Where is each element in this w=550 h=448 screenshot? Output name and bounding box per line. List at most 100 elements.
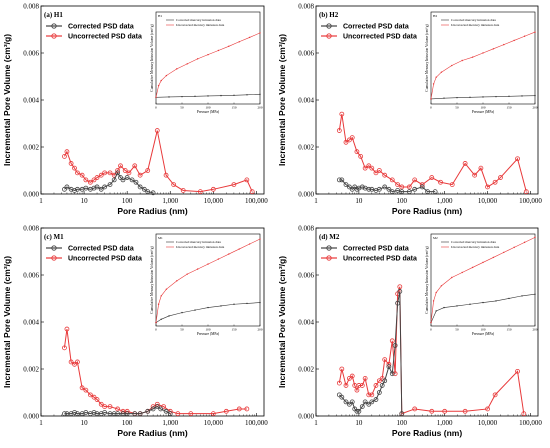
uncorrected-data-point	[485, 184, 490, 190]
inset-legend-label: Corrected mercury intrusion data	[451, 18, 496, 22]
uncorrected-data-point	[122, 168, 128, 173]
x-tick-label: 100,000	[245, 419, 268, 427]
corrected-data-point	[369, 186, 375, 192]
inset-corrected-point	[259, 301, 261, 304]
uncorrected-series-line	[338, 286, 525, 415]
inset-uncorrected-point	[503, 251, 505, 254]
uncorrected-data-point	[429, 408, 435, 414]
inset-uncorrected-point	[432, 83, 435, 85]
uncorrected-data-point	[397, 284, 403, 290]
inset-uncorrected-point	[248, 243, 251, 245]
uncorrected-data-point	[107, 404, 113, 410]
inset-corrected-point	[495, 95, 497, 98]
uncorrected-data-point	[362, 375, 368, 381]
x-tick-label: 10,000	[478, 419, 498, 427]
inset-uncorrected-point	[176, 280, 178, 282]
inset-uncorrected-point	[435, 291, 437, 294]
inset-corrected-point	[482, 96, 484, 98]
x-axis-title: Pore Radius (nm)	[117, 428, 188, 438]
inset-uncorrected-point	[440, 71, 443, 73]
uncorrected-data-point	[485, 406, 490, 412]
inset-label: M2	[433, 236, 438, 240]
corrected-data-point	[94, 184, 100, 190]
x-tick-label: 10,000	[204, 197, 224, 205]
x-tick-label: 10	[355, 197, 363, 205]
y-tick-label: 0.000	[23, 412, 39, 420]
uncorrected-data-point	[72, 165, 77, 171]
inset-corrected-point	[534, 94, 536, 97]
inset-uncorrected-point	[471, 266, 474, 269]
inset-x-tick-label: 200	[257, 106, 262, 110]
uncorrected-data-point	[91, 177, 97, 183]
uncorrected-data-point	[373, 383, 379, 388]
y-tick-label: 0.000	[298, 190, 314, 198]
inset-uncorrected-point	[259, 238, 261, 240]
inset-corrected-point	[246, 94, 248, 96]
corrected-data-point	[98, 186, 104, 192]
corrected-data-point	[167, 411, 173, 417]
uncorrected-data-point	[382, 172, 388, 178]
panel-label: (a) H1	[44, 11, 63, 19]
uncorrected-data-point	[83, 387, 89, 393]
inset-y-axis-title: Cumulative Mercury Intrusion Volume (cm³…	[150, 245, 154, 313]
inset-label: H2	[433, 14, 437, 18]
inset-legend-label: Corrected mercury intrusion data	[451, 240, 496, 244]
inset-x-tick-label: 50	[180, 328, 184, 332]
inset-corrected-point	[233, 303, 235, 305]
inset-uncorrected-point	[228, 253, 230, 255]
corrected-series-line	[64, 406, 171, 415]
legend-label: Uncorrected PSD data	[343, 256, 417, 263]
corrected-data-point	[366, 401, 372, 407]
corrected-data-point	[145, 408, 151, 414]
legend: Corrected PSD data Uncorrected PSD data	[321, 23, 417, 41]
inset-x-tick-label: 150	[506, 328, 511, 332]
inset-corrected-point	[259, 93, 261, 95]
inset-corrected-point	[207, 306, 209, 309]
x-tick-label: 10	[81, 419, 89, 427]
inset-corrected-line	[155, 302, 261, 323]
inset-uncorrected-point	[196, 268, 199, 270]
uncorrected-data-point	[210, 411, 216, 417]
inset-x-tick-label: 100	[480, 328, 485, 332]
inset-x-axis-title: Pressure (MPa)	[472, 110, 495, 114]
corrected-data-point	[91, 185, 97, 191]
uncorrected-data-point	[244, 177, 250, 183]
corrected-data-point	[379, 383, 385, 388]
y-tick-label: 0.002	[23, 365, 39, 373]
panel-3: 0.000 0.002 0.004 0.006 0.008 1 10 100 1,000 10,0…	[2, 224, 268, 438]
legend: Corrected PSD data Uncorrected PSD data	[46, 245, 142, 263]
uncorrected-data-point	[462, 408, 468, 414]
y-tick-label: 0.006	[298, 271, 314, 279]
inset-chart: 0 50 100 150 200 Pressure (MPa) Cumulative Mer…	[150, 233, 263, 336]
x-tick-label: 10,000	[478, 197, 498, 205]
y-tick-label: 0.002	[298, 143, 314, 151]
inset-uncorrected-point	[492, 48, 495, 50]
inset-corrected-point	[160, 318, 162, 321]
inset-corrected-point	[508, 297, 510, 300]
panel-label: (c) M1	[44, 233, 64, 241]
inset-uncorrected-point	[430, 321, 432, 324]
corrected-data-point	[343, 182, 349, 188]
corrected-data-point	[366, 186, 372, 192]
inset-corrected-point	[456, 96, 458, 99]
corrected-data-point	[343, 399, 349, 405]
x-tick-label: 100,000	[519, 197, 542, 205]
inset-uncorrected-point	[207, 263, 209, 265]
corrected-data-point	[120, 177, 126, 183]
corrected-data-point	[373, 397, 379, 402]
inset-chart: 0 50 100 150 200 Pressure (MPa) Cumulative Mer…	[150, 11, 263, 114]
y-tick-label: 0.004	[298, 96, 314, 104]
uncorrected-data-point	[472, 172, 478, 178]
corrected-data-point	[395, 188, 401, 193]
inset-uncorrected-point	[238, 41, 240, 43]
uncorrected-data-point	[188, 411, 194, 417]
inset-uncorrected-point	[155, 96, 157, 99]
inset-x-tick-label: 50	[455, 328, 459, 332]
uncorrected-data-point	[412, 177, 418, 183]
corrected-data-point	[133, 179, 139, 185]
legend-marker	[326, 245, 332, 251]
x-tick-label: 100,000	[519, 419, 542, 427]
uncorrected-data-point	[366, 392, 372, 398]
inset-corrected-point	[194, 309, 196, 311]
inset-uncorrected-point	[165, 74, 168, 77]
